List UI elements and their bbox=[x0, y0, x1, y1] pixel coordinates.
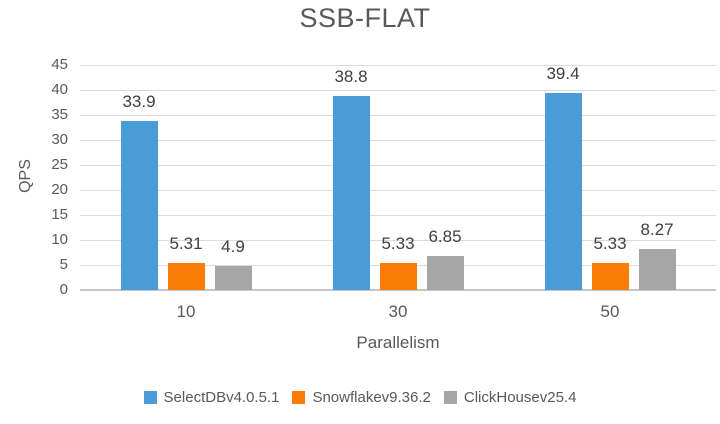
bar-value-label: 33.9 bbox=[122, 91, 156, 111]
bar-value-label: 5.33 bbox=[381, 234, 415, 254]
legend: SelectDBv4.0.5.1 Snowflakev9.36.2 ClickHou… bbox=[0, 389, 720, 406]
bar-series2-cat3 bbox=[591, 263, 629, 290]
bar-value-label: 38.8 bbox=[334, 67, 368, 86]
gridline bbox=[80, 90, 716, 91]
gridline bbox=[80, 65, 716, 66]
y-tick-label: 10 bbox=[51, 231, 68, 248]
bar-value-label: 39.4 bbox=[546, 64, 580, 83]
y-tick-label: 40 bbox=[51, 81, 68, 98]
legend-item-1: SelectDBv4.0.5.1 bbox=[143, 389, 280, 406]
gridline bbox=[80, 165, 716, 166]
bar-series1-cat3 bbox=[544, 93, 582, 290]
gridline bbox=[80, 140, 716, 141]
bar-series3-cat1 bbox=[214, 265, 252, 290]
legend-swatch-icon bbox=[443, 391, 457, 404]
bar-value-label: 5.33 bbox=[593, 234, 627, 254]
x-axis-title: Parallelism bbox=[356, 333, 440, 352]
bar-series2-cat2 bbox=[379, 263, 417, 290]
legend-swatch-icon bbox=[143, 391, 157, 404]
bar-value-label: 6.85 bbox=[428, 226, 462, 246]
legend-item-3: ClickHousev25.4 bbox=[443, 389, 577, 406]
legend-label: SelectDBv4.0.5.1 bbox=[163, 389, 280, 406]
bar-series1-cat1 bbox=[120, 120, 158, 290]
bar-value-label: 4.9 bbox=[221, 236, 245, 256]
bar-series2-cat1 bbox=[167, 263, 205, 290]
legend-item-2: Snowflakev9.36.2 bbox=[292, 389, 431, 406]
y-tick-label: 30 bbox=[51, 131, 68, 148]
y-tick-label: 45 bbox=[51, 56, 68, 73]
bar-value-label: 8.27 bbox=[640, 219, 674, 239]
y-tick-label: 0 bbox=[59, 281, 68, 298]
bar-value-label: 5.31 bbox=[169, 234, 203, 254]
x-tick-label: 30 bbox=[388, 302, 408, 321]
legend-label: Snowflakev9.36.2 bbox=[312, 389, 431, 406]
plot-area: 33.9 5.31 4.9 38.8 5.33 6.85 39.4 5.33 8.27 bbox=[80, 64, 716, 291]
bar-series3-cat2 bbox=[426, 255, 464, 290]
chart-title: SSB-FLAT bbox=[299, 3, 431, 33]
y-tick-label: 25 bbox=[51, 156, 68, 173]
x-tick-label: 10 bbox=[176, 302, 196, 321]
x-tick-label: 50 bbox=[600, 302, 620, 321]
bar-series1-cat2 bbox=[332, 96, 370, 290]
x-axis-line bbox=[80, 289, 716, 291]
y-tick-label: 20 bbox=[51, 181, 68, 198]
legend-label: ClickHousev25.4 bbox=[463, 389, 577, 406]
gridline bbox=[80, 240, 716, 241]
legend-swatch-icon bbox=[292, 391, 306, 404]
gridline bbox=[80, 115, 716, 116]
gridline bbox=[80, 190, 716, 191]
y-tick-label: 35 bbox=[51, 106, 68, 123]
y-tick-label: 5 bbox=[59, 256, 68, 273]
bar-series3-cat3 bbox=[638, 248, 676, 290]
y-tick-label: 15 bbox=[51, 206, 68, 223]
gridline bbox=[80, 215, 716, 216]
